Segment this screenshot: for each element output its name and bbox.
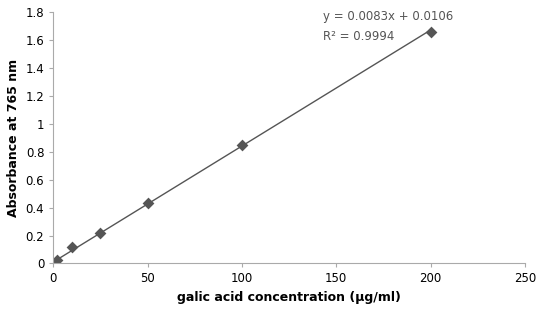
Y-axis label: Absorbance at 765 nm: Absorbance at 765 nm (7, 59, 20, 217)
Text: y = 0.0083x + 0.0106: y = 0.0083x + 0.0106 (323, 10, 453, 23)
Text: R² = 0.9994: R² = 0.9994 (323, 30, 394, 43)
Point (426, 30, 435, 35)
Point (96, 230, 105, 235)
Point (68, 245, 77, 250)
Point (238, 143, 247, 148)
X-axis label: galic acid concentration (µg/ml): galic acid concentration (µg/ml) (177, 291, 401, 304)
Point (53, 257, 61, 262)
Point (143, 200, 152, 205)
